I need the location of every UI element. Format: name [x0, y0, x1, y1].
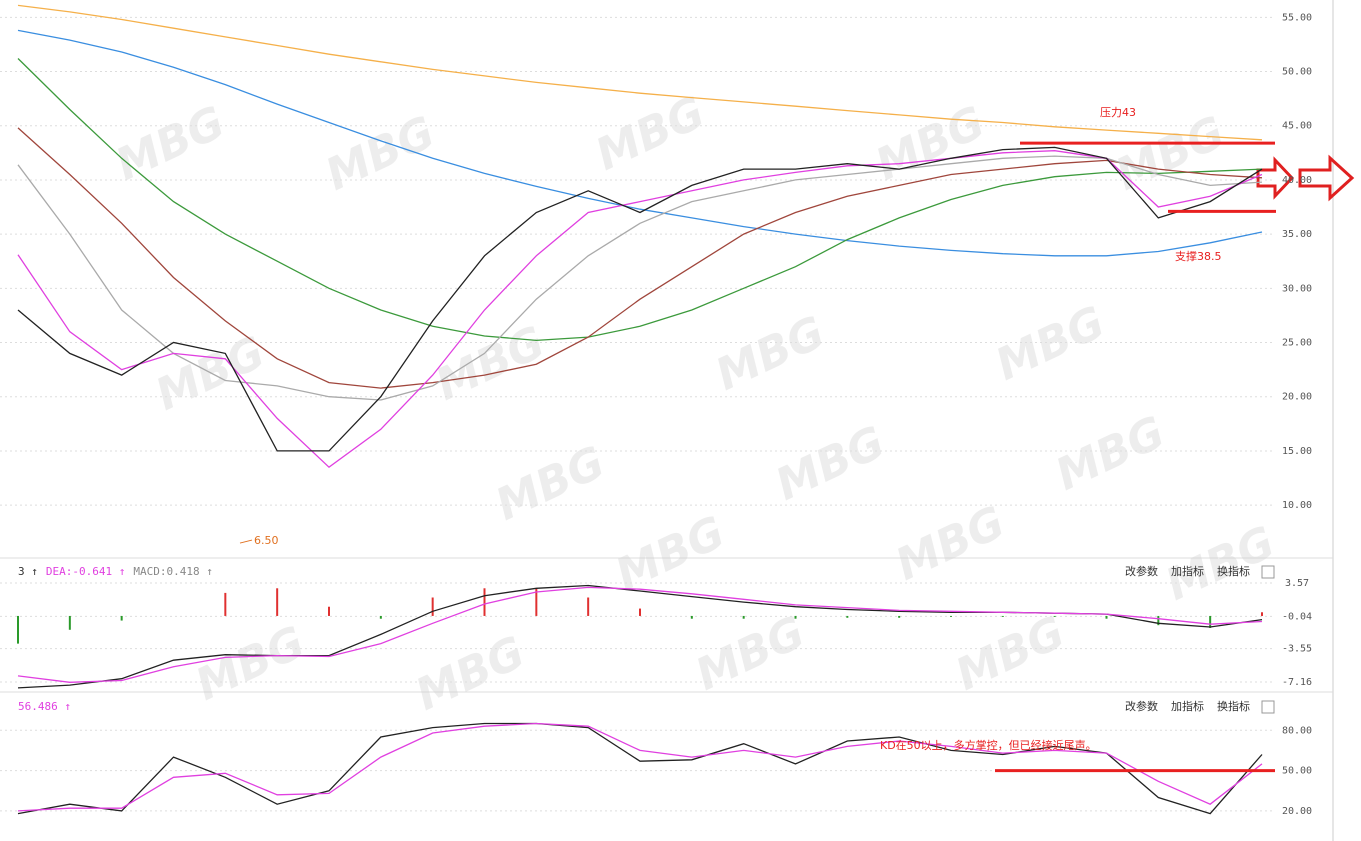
y-tick-label: 20.00 — [1282, 392, 1312, 403]
series-line — [17, 29, 1263, 257]
indicator-button[interactable]: 加指标 — [1171, 564, 1204, 578]
y-tick-label: 80.00 — [1282, 725, 1312, 736]
series-line — [17, 722, 1263, 812]
y-tick-label: 50.00 — [1282, 67, 1312, 78]
y-tick-label: 35.00 — [1282, 229, 1312, 240]
y-tick-label: 55.00 — [1282, 12, 1312, 23]
y-tick-label: -7.16 — [1282, 677, 1312, 688]
indicator-header: 56.486 ↑ — [18, 700, 71, 713]
series-line — [17, 586, 1263, 683]
low-label: 6.50 — [254, 534, 279, 547]
y-tick-label: 20.00 — [1282, 806, 1312, 817]
y-tick-label: 25.00 — [1282, 338, 1312, 349]
y-tick-label: -0.04 — [1282, 611, 1312, 622]
indicator-button[interactable]: 改参数 — [1125, 699, 1158, 713]
indicator-button[interactable]: 改参数 — [1125, 564, 1158, 578]
series-line — [17, 127, 1263, 389]
y-tick-label: -3.55 — [1282, 644, 1312, 655]
indicator-header: 3 ↑ — [18, 565, 38, 578]
annotation: 压力43 — [1100, 106, 1136, 119]
close-button[interactable] — [1261, 565, 1275, 579]
series-line — [17, 146, 1263, 452]
indicator-button[interactable]: 换指标 — [1217, 564, 1250, 578]
series-line — [17, 150, 1263, 469]
low-marker — [239, 539, 253, 544]
annotation: 支撑38.5 — [1175, 249, 1222, 263]
y-tick-label: 10.00 — [1282, 500, 1312, 511]
arrow-icon — [1298, 154, 1355, 202]
series-line — [17, 58, 1263, 342]
series-line — [17, 155, 1263, 401]
series-line — [17, 4, 1263, 141]
y-tick-label: 30.00 — [1282, 283, 1312, 294]
series-line — [17, 722, 1263, 815]
close-button[interactable] — [1261, 700, 1275, 714]
y-tick-label: 15.00 — [1282, 446, 1312, 457]
y-tick-label: 50.00 — [1282, 766, 1312, 777]
y-tick-label: 40.00 — [1282, 175, 1312, 186]
y-tick-label: 45.00 — [1282, 121, 1312, 132]
annotation: KD在50以上，多方掌控，但已经接近尾声。 — [880, 738, 1097, 752]
indicator-button[interactable]: 加指标 — [1171, 699, 1204, 713]
indicator-button[interactable]: 换指标 — [1217, 699, 1250, 713]
y-tick-label: 3.57 — [1285, 578, 1309, 589]
indicator-header: MACD:0.418 ↑ — [133, 565, 212, 578]
indicator-header: DEA:-0.641 ↑ — [46, 565, 125, 578]
arrow-icon — [1256, 156, 1295, 200]
